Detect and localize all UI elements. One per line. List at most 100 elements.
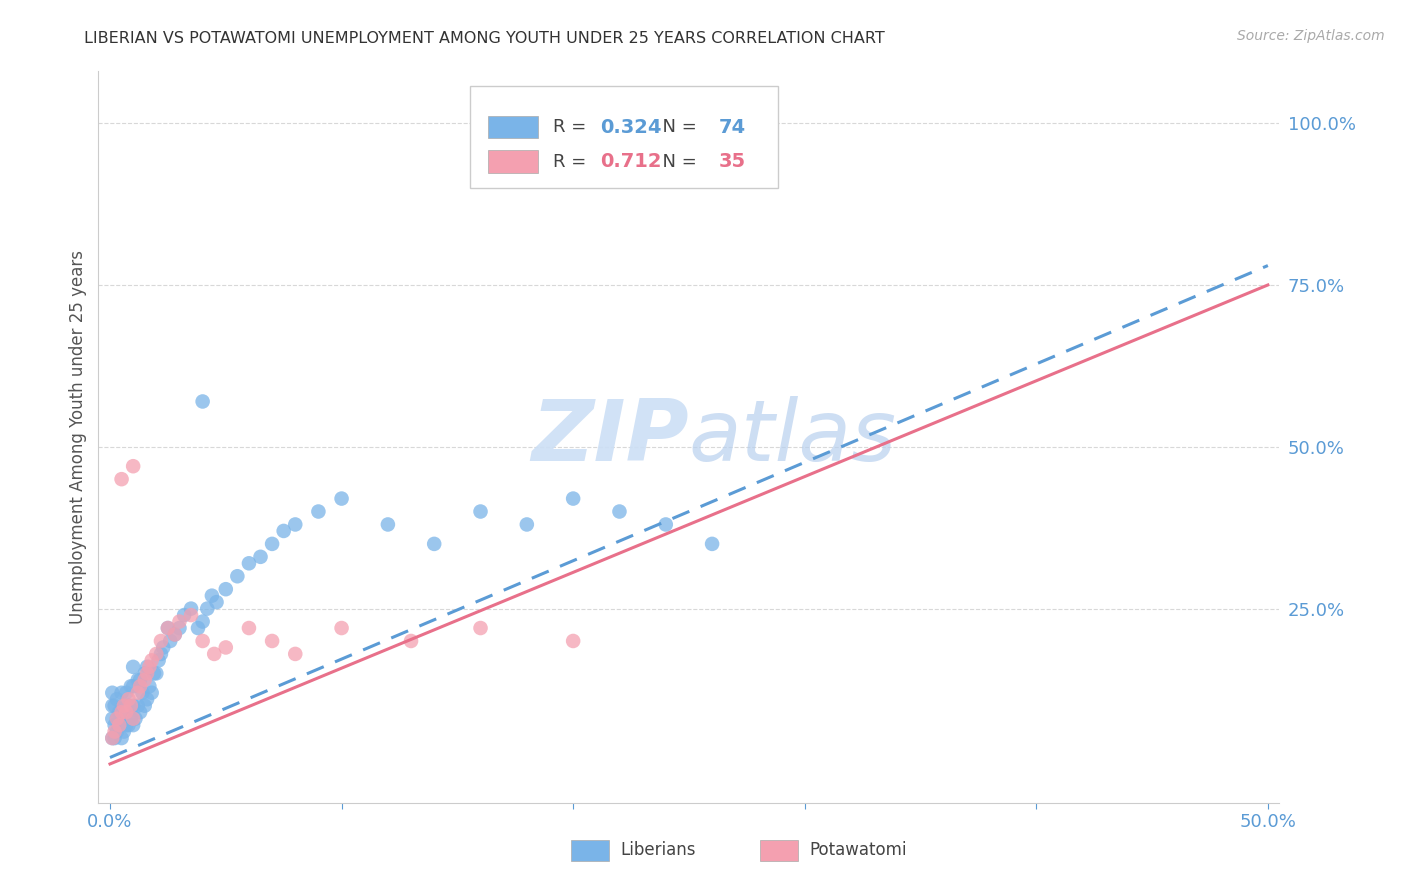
Point xyxy=(117,692,139,706)
Point xyxy=(124,712,146,726)
Point xyxy=(330,621,353,635)
Point xyxy=(273,524,295,538)
Point xyxy=(122,459,145,474)
Point xyxy=(156,621,179,635)
Point xyxy=(187,621,209,635)
Point xyxy=(609,504,631,518)
Point xyxy=(226,569,249,583)
Point xyxy=(136,692,159,706)
Point xyxy=(399,634,422,648)
Point xyxy=(700,537,723,551)
Point xyxy=(108,705,131,719)
Point xyxy=(330,491,353,506)
Point xyxy=(136,666,159,681)
Point xyxy=(134,666,156,681)
Point xyxy=(191,394,214,409)
Point xyxy=(131,686,153,700)
Point xyxy=(110,472,132,486)
Point xyxy=(562,491,585,506)
Point xyxy=(262,537,284,551)
Point xyxy=(112,698,135,713)
Point xyxy=(122,698,145,713)
FancyBboxPatch shape xyxy=(488,116,537,138)
Point xyxy=(134,698,156,713)
Text: atlas: atlas xyxy=(689,395,897,479)
Point xyxy=(215,640,238,655)
Point xyxy=(201,589,224,603)
Point xyxy=(117,698,139,713)
Point xyxy=(105,724,128,739)
Point xyxy=(377,517,399,532)
Point xyxy=(470,504,492,518)
Text: N =: N = xyxy=(651,153,703,170)
Text: Potawatomi: Potawatomi xyxy=(810,841,907,859)
Point xyxy=(101,731,124,745)
Point xyxy=(141,686,163,700)
Bar xyxy=(571,840,609,861)
Point xyxy=(141,653,163,667)
Point xyxy=(149,634,172,648)
Point xyxy=(152,640,174,655)
Point xyxy=(122,712,145,726)
Point xyxy=(191,615,214,629)
Point xyxy=(149,647,172,661)
Point xyxy=(562,634,585,648)
Point xyxy=(205,595,228,609)
Point xyxy=(112,698,135,713)
Point xyxy=(120,712,142,726)
Point xyxy=(156,621,179,635)
Point xyxy=(134,673,156,687)
Point xyxy=(108,718,131,732)
Point xyxy=(169,621,191,635)
Point xyxy=(110,731,132,745)
Point xyxy=(101,731,124,745)
Point xyxy=(145,666,167,681)
Point xyxy=(423,537,446,551)
Point xyxy=(284,647,307,661)
Point xyxy=(115,705,138,719)
Point xyxy=(169,615,191,629)
Point xyxy=(215,582,238,597)
FancyBboxPatch shape xyxy=(471,86,778,188)
Point xyxy=(101,686,124,700)
Point xyxy=(249,549,271,564)
FancyBboxPatch shape xyxy=(488,151,537,173)
Point xyxy=(180,601,202,615)
Point xyxy=(262,634,284,648)
Point xyxy=(163,627,186,641)
Point xyxy=(129,705,152,719)
Point xyxy=(110,705,132,719)
Point xyxy=(138,679,160,693)
Point xyxy=(516,517,538,532)
Point xyxy=(127,673,149,687)
Point xyxy=(104,698,127,713)
Point xyxy=(115,686,138,700)
Point xyxy=(105,692,128,706)
Point xyxy=(191,634,214,648)
Point xyxy=(129,673,152,687)
Text: N =: N = xyxy=(651,118,703,136)
Point xyxy=(238,621,260,635)
Text: 35: 35 xyxy=(718,152,745,171)
Point xyxy=(129,679,152,693)
Point xyxy=(238,557,260,571)
Point xyxy=(180,608,202,623)
Text: LIBERIAN VS POTAWATOMI UNEMPLOYMENT AMONG YOUTH UNDER 25 YEARS CORRELATION CHART: LIBERIAN VS POTAWATOMI UNEMPLOYMENT AMON… xyxy=(84,31,886,46)
Point xyxy=(112,724,135,739)
Point xyxy=(173,608,195,623)
Point xyxy=(115,705,138,719)
Point xyxy=(117,718,139,732)
Point xyxy=(110,705,132,719)
Point xyxy=(284,517,307,532)
Text: R =: R = xyxy=(553,118,592,136)
Point xyxy=(127,686,149,700)
Point xyxy=(101,698,124,713)
Text: 74: 74 xyxy=(718,118,745,136)
Point xyxy=(101,712,124,726)
Point xyxy=(202,647,225,661)
Text: ZIP: ZIP xyxy=(531,395,689,479)
Point xyxy=(110,718,132,732)
Point xyxy=(105,712,128,726)
Point xyxy=(120,698,142,713)
Text: 0.712: 0.712 xyxy=(600,152,662,171)
